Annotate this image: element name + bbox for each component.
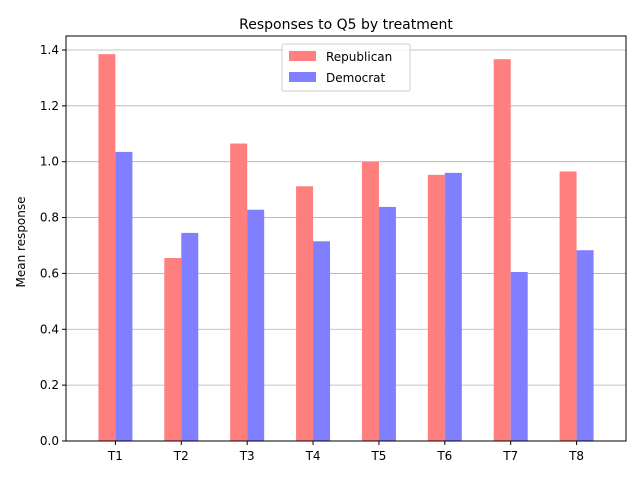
legend: Republican Democrat	[281, 43, 411, 92]
legend-swatch-republican	[289, 51, 316, 61]
bar-republican-t5	[361, 161, 379, 442]
x-tick-label: T4	[305, 449, 321, 463]
y-tick-label: 1.2	[40, 99, 59, 113]
chart-title: Responses to Q5 by treatment	[239, 17, 453, 33]
bar-democrat-t6	[444, 172, 462, 442]
bar-democrat-t3	[247, 209, 265, 441]
bar-democrat-t8	[576, 250, 594, 441]
bar-republican-t3	[230, 143, 248, 441]
bar-republican-t7	[493, 59, 511, 441]
x-tick-label: T5	[370, 449, 386, 463]
bar-democrat-t7	[510, 272, 528, 441]
bar-republican-t6	[427, 174, 445, 441]
bar-democrat-t1	[115, 151, 133, 441]
bar-republican-t1	[98, 54, 116, 441]
x-tick-label: T8	[568, 449, 584, 463]
y-tick-label: 0.0	[40, 434, 59, 448]
y-tick-label: 0.4	[40, 322, 59, 336]
y-tick-label: 0.6	[40, 266, 59, 280]
axis-ticks: 0.0 0.2 0.4 0.6 0.8 1.0 1.2 1.4 T1 T2 T3 T4 T5 T6 T7 T8	[40, 43, 584, 463]
x-tick-label: T1	[107, 449, 123, 463]
gridlines	[66, 49, 626, 442]
bar-republican-t4	[296, 186, 314, 441]
plot-frame	[65, 35, 627, 442]
y-tick-label: 1.0	[40, 155, 59, 169]
bar-democrat-t4	[313, 241, 331, 441]
legend-label-republican: Republican	[326, 50, 392, 64]
x-tick-label: T2	[173, 449, 189, 463]
x-tick-label: T6	[436, 449, 452, 463]
legend-swatch-democrat	[289, 72, 316, 82]
legend-label-democrat: Democrat	[326, 71, 386, 85]
bar-democrat-t5	[378, 206, 396, 441]
y-tick-label: 1.4	[40, 43, 59, 57]
bar-republican-t8	[559, 171, 577, 441]
bar-democrat-t2	[181, 232, 199, 441]
y-tick-label: 0.2	[40, 378, 59, 392]
y-axis-label: Mean response	[14, 196, 28, 287]
bars	[98, 54, 594, 442]
x-tick-label: T3	[239, 449, 255, 463]
y-tick-label: 0.8	[40, 211, 59, 225]
x-tick-label: T7	[502, 449, 518, 463]
bar-republican-t2	[164, 258, 182, 441]
